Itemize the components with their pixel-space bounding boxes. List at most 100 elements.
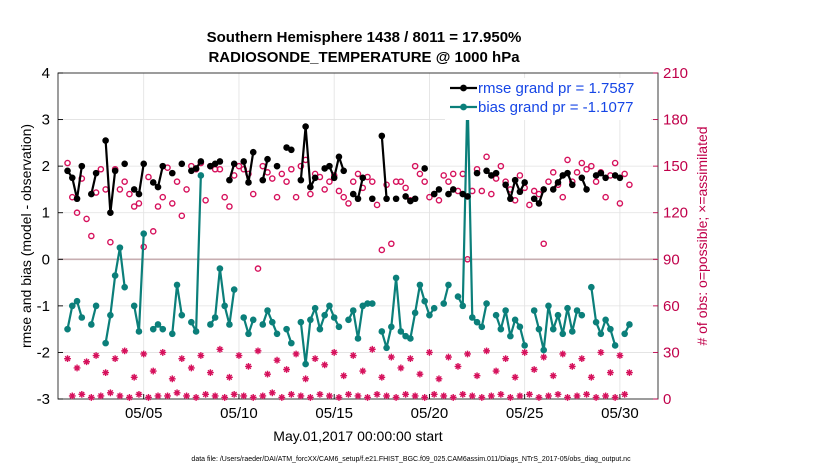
bias-point	[345, 316, 352, 324]
assimilated-obs-point	[240, 392, 248, 400]
possible-obs-point	[340, 193, 348, 201]
possible-obs-point	[326, 178, 333, 185]
rmse-point	[168, 169, 176, 177]
possible-obs-point	[497, 162, 505, 170]
bias-point	[88, 321, 95, 328]
bias-point	[349, 307, 357, 314]
y-tick-label: -3	[37, 391, 50, 408]
rmse-point	[102, 137, 109, 144]
bias-point	[140, 230, 148, 237]
assimilated-obs-point	[364, 394, 371, 401]
possible-obs-point	[530, 187, 538, 195]
assimilated-obs-point	[154, 392, 162, 400]
bias-point	[240, 314, 248, 321]
possible-obs-point	[368, 178, 376, 185]
bias-point	[588, 283, 595, 291]
rmse-point	[192, 165, 200, 172]
possible-obs-point	[402, 184, 409, 192]
assimilated-obs-point	[97, 392, 105, 400]
rmse-point	[197, 158, 205, 165]
rmse-point	[92, 169, 100, 177]
possible-obs-point	[283, 178, 290, 185]
bias-point	[611, 342, 619, 349]
bias-point	[430, 304, 438, 312]
assimilated-obs-point	[168, 375, 176, 383]
possible-obs-point	[321, 186, 328, 193]
assimilated-obs-point	[64, 355, 71, 363]
bias-point	[111, 272, 119, 279]
bias-point	[116, 244, 124, 251]
assimilated-obs-point	[583, 390, 590, 398]
possible-obs-point	[459, 170, 467, 178]
rmse-point	[140, 160, 148, 168]
bias-point	[626, 321, 633, 328]
assimilated-obs-point	[564, 394, 571, 401]
rmse-point	[68, 174, 76, 182]
possible-obs-point	[583, 165, 590, 173]
assimilated-obs-point	[316, 390, 324, 398]
bias-point	[597, 330, 605, 338]
possible-obs-point	[426, 193, 433, 201]
assimilated-obs-point	[278, 394, 286, 401]
legend-bias-label: bias grand pr = -1.1077	[478, 99, 634, 116]
rmse-point	[583, 186, 590, 193]
bias-point	[130, 302, 138, 310]
assimilated-obs-point	[573, 392, 581, 400]
rmse-point	[616, 174, 624, 182]
assimilated-obs-point	[406, 355, 414, 363]
rmse-point	[435, 186, 443, 193]
assimilated-obs-point	[78, 390, 86, 398]
bias-point	[411, 309, 419, 317]
bias-point	[173, 281, 181, 289]
y-axis-left-ticks: -3 -2 -1 0 1 2 3 4	[37, 65, 63, 408]
assimilated-obs-point	[306, 394, 314, 401]
bias-point	[440, 300, 448, 307]
chart-subtitle: RADIOSONDE_TEMPERATURE @ 1000 hPa	[208, 49, 520, 66]
rmse-point	[73, 195, 81, 203]
y-tick-label: 3	[42, 112, 50, 129]
rmse-point	[402, 193, 409, 200]
bias-point	[564, 304, 571, 312]
assimilated-obs-point	[592, 394, 600, 401]
possible-obs-point	[64, 159, 71, 167]
bias-point	[168, 330, 176, 338]
possible-obs-point	[183, 186, 190, 193]
rmse-point	[392, 195, 400, 203]
bias-point	[354, 335, 362, 342]
assimilated-obs-point	[626, 369, 633, 377]
rmse-point	[130, 186, 138, 193]
assimilated-obs-point	[340, 372, 348, 380]
possible-obs-point	[178, 212, 186, 220]
assimilated-obs-point	[335, 394, 343, 401]
assimilated-obs-point	[530, 366, 538, 373]
assimilated-obs-point	[302, 375, 310, 383]
assimilated-obs-point	[497, 390, 505, 398]
possible-obs-point	[388, 240, 395, 248]
possible-obs-point	[526, 201, 533, 209]
rmse-point	[578, 174, 586, 182]
assimilated-obs-point	[345, 390, 352, 398]
bias-point	[307, 316, 314, 324]
data-file-footnote: data file: /Users/raeder/DAI/ATM_forcXX/…	[191, 456, 631, 463]
legend-bias-marker	[460, 103, 467, 111]
rmse-point	[449, 186, 457, 193]
bias-point	[321, 311, 328, 319]
possible-obs-point	[411, 162, 419, 170]
rmse-point	[111, 167, 119, 175]
bias-point	[211, 314, 219, 321]
rmse-line-segment	[299, 125, 317, 189]
assimilated-obs-point	[135, 390, 143, 398]
possible-obs-point	[354, 170, 362, 178]
possible-obs-point	[540, 240, 548, 248]
assimilated-obs-point	[440, 392, 448, 400]
legend-box	[445, 78, 651, 120]
assimilated-obs-point	[492, 367, 500, 375]
assimilated-obs-point	[283, 366, 290, 373]
rmse-point	[597, 169, 605, 177]
bias-point	[73, 297, 81, 305]
rmse-point	[264, 155, 271, 163]
bias-point	[197, 172, 205, 179]
bias-point	[607, 325, 614, 333]
